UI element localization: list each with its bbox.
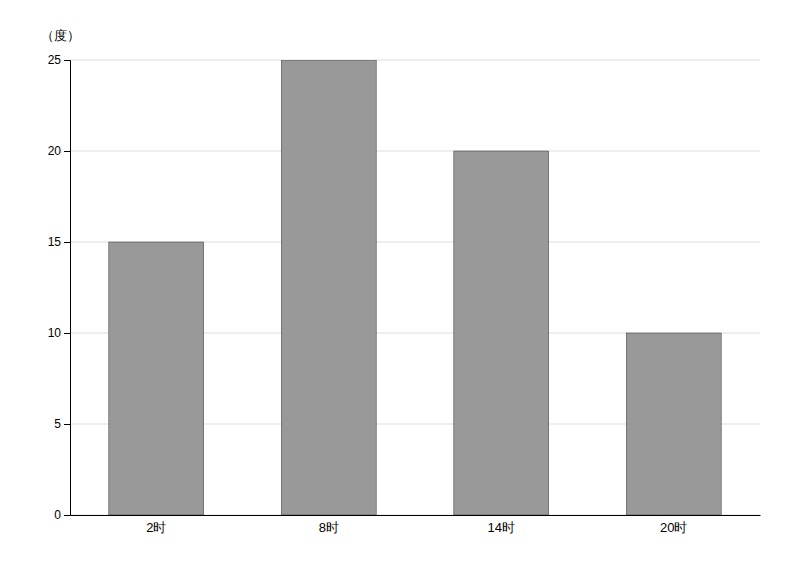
y-tick-mark — [64, 60, 70, 61]
x-tick-label: 2时 — [146, 520, 166, 535]
y-tick-label: 10 — [48, 326, 62, 340]
y-tick-mark — [64, 333, 70, 334]
bar — [626, 333, 721, 515]
x-axis-line — [71, 515, 761, 516]
y-axis-title: （度） — [41, 28, 80, 43]
x-axis: 2时 8时 14时 20时 — [71, 516, 761, 536]
x-tick: 20时 — [660, 520, 687, 535]
y-tick-mark — [64, 151, 70, 152]
x-tick-label: 14时 — [488, 520, 515, 535]
y-tick-label: 5 — [54, 417, 61, 431]
y-tick-mark — [64, 424, 70, 425]
y-axis: 0 5 10 15 20 25 — [48, 53, 71, 522]
bar — [109, 242, 204, 515]
y-axis-line — [64, 61, 71, 516]
y-tick: 0 — [54, 508, 70, 522]
y-tick: 25 — [48, 53, 70, 67]
y-tick-mark — [64, 242, 70, 243]
x-tick: 8时 — [319, 520, 339, 535]
y-tick-label: 25 — [48, 53, 62, 67]
x-tick-label: 8时 — [319, 520, 339, 535]
y-tick: 5 — [54, 417, 70, 431]
grid — [70, 60, 760, 515]
y-tick-mark — [64, 515, 70, 516]
bar — [281, 60, 376, 515]
y-tick-label: 20 — [48, 144, 62, 158]
grid-line — [70, 151, 760, 152]
grid-line — [70, 60, 760, 61]
x-tick: 2时 — [146, 520, 166, 535]
bars — [109, 60, 721, 515]
y-tick-label: 15 — [48, 235, 62, 249]
x-tick: 14时 — [488, 520, 515, 535]
y-tick: 10 — [48, 326, 70, 340]
x-tick-label: 20时 — [660, 520, 687, 535]
y-tick-label: 0 — [54, 508, 61, 522]
y-tick: 15 — [48, 235, 70, 249]
bar — [454, 151, 549, 515]
plot-area: 2时 8时 14时 20时 0 5 10 15 20 25 （度） — [41, 28, 761, 535]
y-tick: 20 — [48, 144, 70, 158]
chart: 2时 8时 14时 20时 0 5 10 15 20 25 （度） — [0, 0, 800, 565]
